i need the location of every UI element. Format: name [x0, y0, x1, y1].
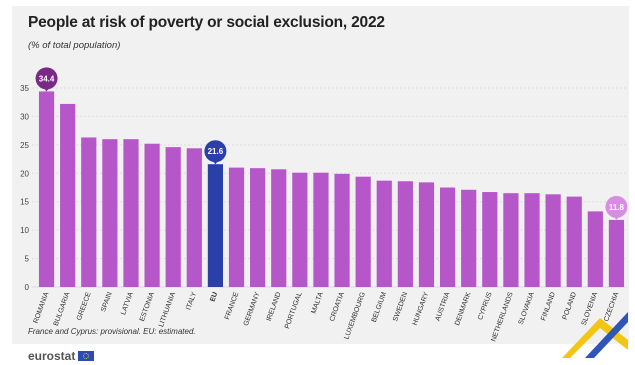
x-tick-label: BULGARIA — [53, 291, 72, 327]
x-tick-label: AUSTRIA — [435, 291, 452, 322]
bar-lithuania — [165, 147, 181, 287]
y-tick-label: 5 — [25, 255, 30, 264]
x-tick-label: CZECHIA — [603, 291, 620, 323]
value-bubble-pointer — [42, 86, 51, 92]
x-tick-label: SLOVENIA — [581, 291, 600, 327]
bar-sweden — [397, 181, 413, 287]
bar-belgium — [376, 180, 392, 287]
x-tick-label: DENMARK — [454, 291, 473, 327]
x-tick-label: SLOVAKIA — [518, 291, 536, 326]
data-label: 11.8 — [609, 203, 625, 212]
bar-denmark — [461, 189, 477, 287]
x-tick-label: FRANCE — [224, 291, 241, 321]
x-tick-label: SWEDEN — [392, 291, 409, 322]
decorative-chevron-yellow — [562, 318, 628, 358]
bar-croatia — [334, 173, 350, 287]
x-tick-label: NETHERLANDS — [490, 291, 515, 343]
x-tick-label: ITALY — [185, 291, 198, 311]
decorative-chevron-blue — [585, 312, 628, 358]
brand-name: eurostat — [28, 349, 76, 363]
x-tick-label: ROMANIA — [33, 291, 51, 324]
x-tick-label: BELGIUM — [371, 291, 388, 323]
bar-france — [228, 167, 245, 287]
x-tick-label: LATVIA — [120, 291, 135, 316]
x-tick-label: IRELAND — [266, 291, 283, 322]
x-tick-label: MALTA — [311, 291, 325, 315]
x-tick-label: POLAND — [562, 291, 578, 320]
x-tick-label: ESTONIA — [139, 291, 156, 322]
bar-portugal — [292, 172, 308, 287]
bar-bulgaria — [60, 103, 76, 287]
x-tick-label: HUNGARY — [412, 291, 431, 326]
bar-slovenia — [587, 211, 603, 287]
y-tick-label: 30 — [20, 112, 29, 121]
value-bubble-pointer — [211, 159, 220, 165]
bar-netherlands — [503, 193, 519, 287]
x-tick-label: LUXEMBOURG — [343, 291, 367, 340]
bar-germany — [250, 168, 266, 287]
x-tick-label: EU — [209, 291, 219, 303]
bar-greece — [81, 137, 97, 287]
chart-subtitle: (% of total population) — [28, 40, 121, 51]
chart-title: People at risk of poverty or social excl… — [28, 14, 385, 31]
x-tick-label: CROATIA — [329, 291, 346, 322]
eurostat-logo: eurostat — [28, 349, 95, 363]
bar-hungary — [418, 182, 435, 287]
bar-malta — [313, 172, 329, 287]
bar-finland — [545, 194, 561, 287]
y-tick-label: 25 — [20, 141, 29, 150]
data-label: 21.6 — [208, 147, 224, 156]
bar-estonia — [144, 143, 160, 287]
bar-cyprus — [482, 192, 498, 287]
value-bubble-pointer — [612, 214, 621, 220]
x-tick-label: PORTUGAL — [284, 291, 304, 330]
x-tick-label: GERMANY — [243, 291, 262, 327]
x-tick-label: SPAIN — [100, 291, 114, 313]
bar-slovakia — [524, 193, 540, 287]
bar-italy — [186, 148, 202, 287]
data-label: 34.4 — [39, 74, 55, 83]
value-bubble — [35, 67, 58, 90]
bar-latvia — [123, 139, 139, 287]
bar-poland — [566, 196, 582, 287]
x-tick-label: CYPRUS — [477, 291, 494, 321]
bar-spain — [102, 139, 118, 287]
y-tick-label: 20 — [20, 169, 29, 178]
footnote: France and Cyprus: provisional. EU: esti… — [28, 327, 196, 336]
x-tick-label: GREECE — [76, 291, 93, 321]
x-tick-label: FINLAND — [540, 291, 557, 322]
y-tick-label: 35 — [20, 84, 29, 93]
bar-eu — [207, 164, 224, 287]
x-tick-label: LITHUANIA — [158, 291, 177, 328]
bar-austria — [439, 187, 456, 287]
bar-romania — [38, 91, 55, 287]
value-bubble — [605, 195, 628, 218]
eu-flag-icon — [78, 351, 95, 361]
bar-ireland — [271, 169, 287, 287]
bar-czechia — [608, 219, 625, 287]
bar-luxembourg — [355, 176, 371, 287]
y-tick-label: 0 — [25, 283, 30, 292]
y-tick-label: 15 — [20, 198, 29, 207]
value-bubble — [204, 140, 227, 163]
y-tick-label: 10 — [20, 226, 29, 235]
